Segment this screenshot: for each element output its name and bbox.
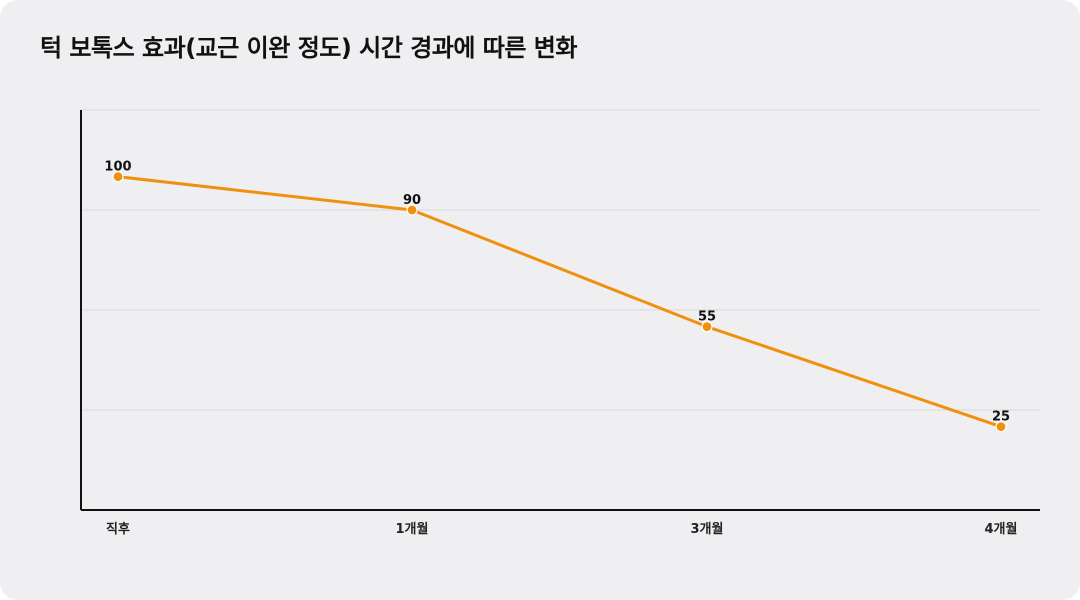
data-point bbox=[112, 171, 124, 183]
data-label: 25 bbox=[992, 410, 1010, 425]
data-point bbox=[406, 204, 418, 216]
x-tick-label: 직후 bbox=[106, 521, 130, 537]
data-point bbox=[995, 421, 1007, 433]
x-tick-label: 1개월 bbox=[396, 521, 429, 537]
data-points bbox=[112, 171, 1007, 433]
data-label: 55 bbox=[698, 310, 716, 325]
data-label: 100 bbox=[104, 160, 131, 175]
axes bbox=[80, 110, 1040, 511]
x-tick-label: 4개월 bbox=[985, 521, 1018, 537]
gridlines bbox=[81, 109, 1040, 411]
x-tick-label: 3개월 bbox=[691, 521, 724, 537]
series-line bbox=[116, 175, 1003, 429]
x-tick-labels: 직후 1개월 3개월 4개월 bbox=[106, 521, 1017, 537]
series-line-layer bbox=[116, 175, 1003, 429]
data-label: 90 bbox=[403, 193, 421, 208]
data-point bbox=[701, 321, 713, 333]
chart-title: 턱 보톡스 효과(교근 이완 정도) 시간 경과에 따른 변화 bbox=[40, 34, 577, 62]
data-labels: 100 90 55 25 bbox=[104, 160, 1010, 425]
